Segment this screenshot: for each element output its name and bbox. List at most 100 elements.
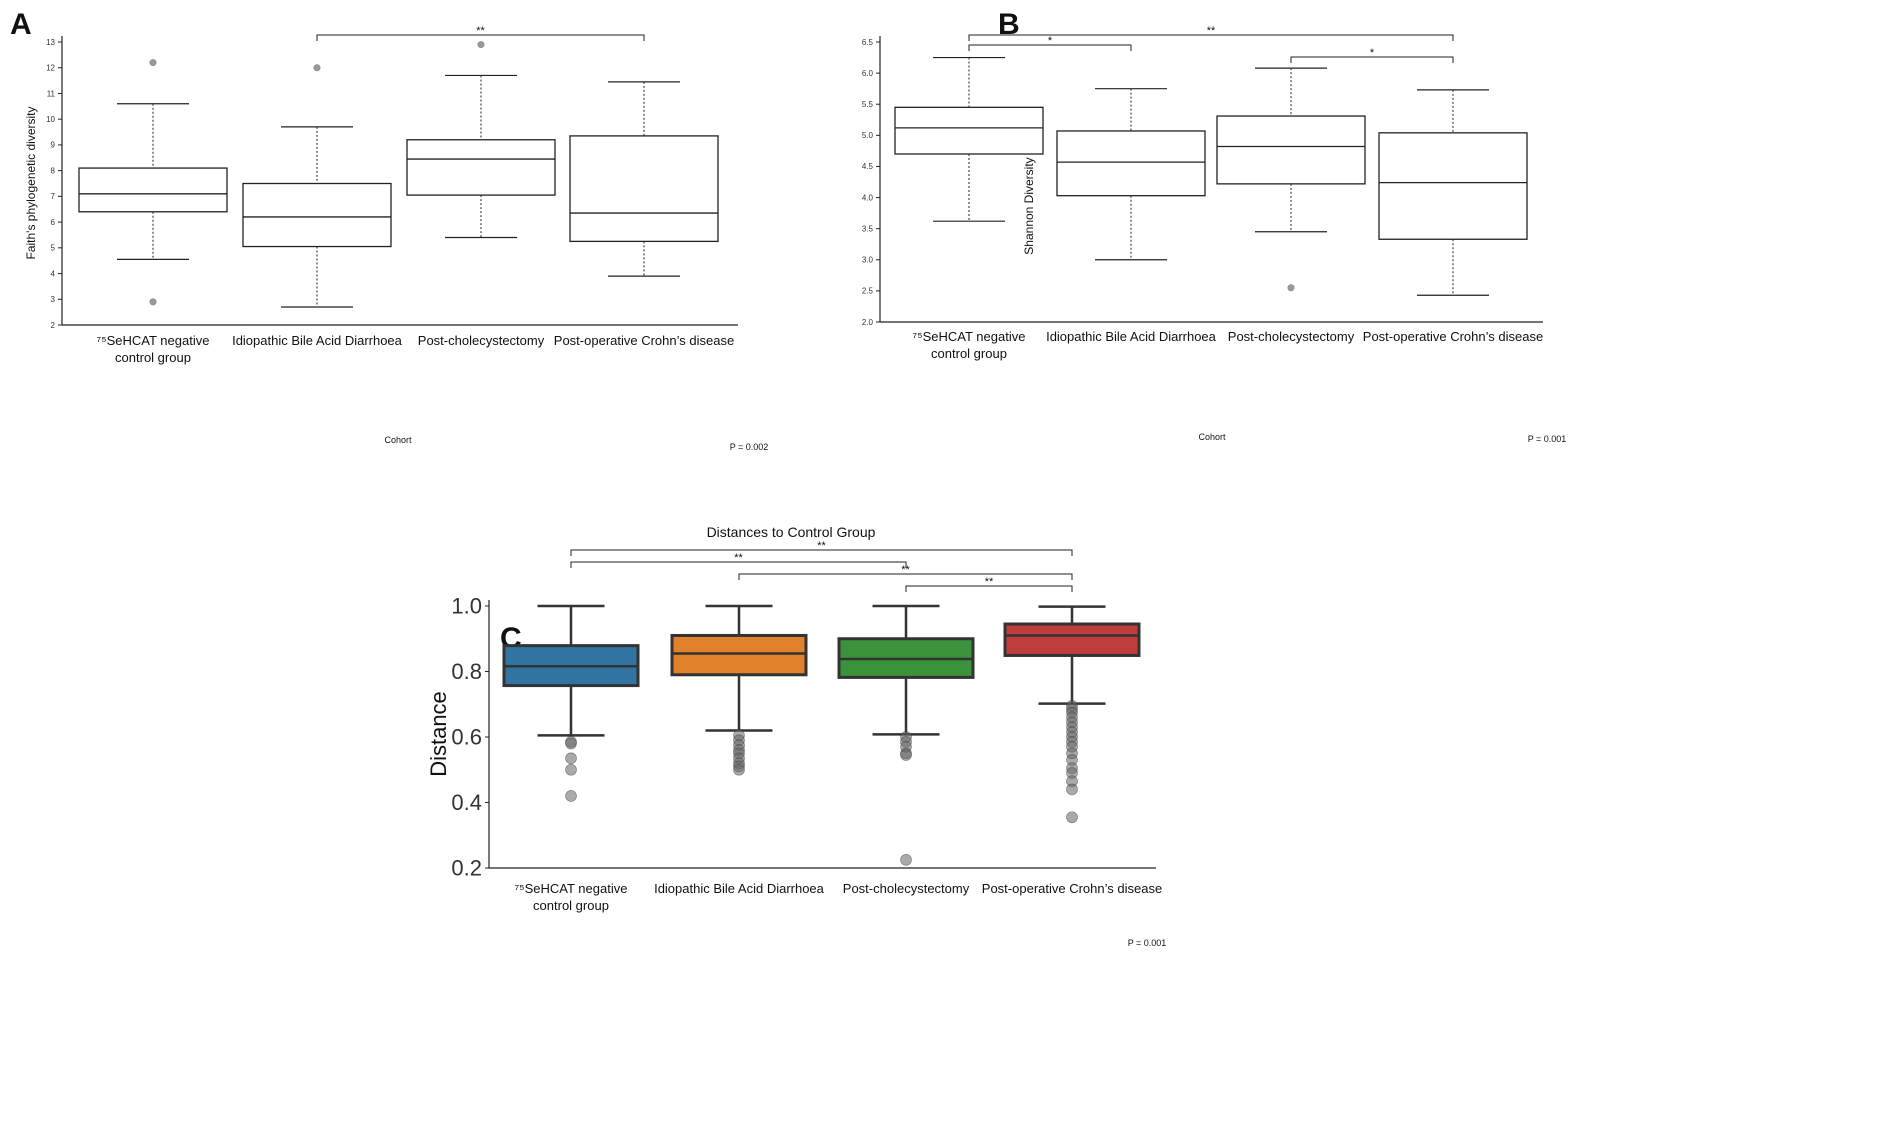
bracket-line xyxy=(968,44,1132,51)
y-tick-label: 5.0 xyxy=(862,131,874,140)
outlier-point xyxy=(1066,811,1078,824)
x-category-label: Post-operative Crohn’s disease xyxy=(554,333,734,348)
significance-bracket: ** xyxy=(570,540,1073,556)
box-3 xyxy=(1216,67,1366,292)
box-iqr xyxy=(242,182,392,248)
box-iqr xyxy=(1056,130,1206,197)
outlier-point xyxy=(1287,284,1295,292)
outlier-point xyxy=(900,749,912,761)
significance-stars: ** xyxy=(817,540,826,552)
y-tick-label: 8 xyxy=(51,166,56,175)
x-category-label: control group xyxy=(115,350,191,365)
box-iqr xyxy=(569,135,719,243)
box-1 xyxy=(78,59,228,306)
outlier-point xyxy=(149,59,157,67)
box-4 xyxy=(1003,605,1141,824)
box-iqr xyxy=(670,633,808,677)
outlier-point xyxy=(565,752,577,765)
box-3 xyxy=(406,41,556,239)
outlier-point xyxy=(565,763,577,776)
x-category-label: Idiopathic Bile Acid Diarrhoea xyxy=(1046,329,1217,344)
y-tick-label: 3.5 xyxy=(862,224,874,233)
panel-label: B xyxy=(998,8,1020,41)
p-value-label: P = 0.001 xyxy=(1128,938,1167,948)
y-tick-label: 0.4 xyxy=(451,790,482,815)
x-category-label: control group xyxy=(533,898,609,913)
bracket-line xyxy=(968,34,1454,41)
x-category-label: Post-cholecystectomy xyxy=(418,333,545,348)
bracket-line xyxy=(316,34,645,41)
box-iqr xyxy=(406,139,556,196)
y-tick-label: 0.2 xyxy=(451,856,482,881)
significance-bracket: ** xyxy=(905,576,1073,592)
significance-stars: ** xyxy=(734,552,743,564)
significance-stars: ** xyxy=(1207,25,1216,37)
outlier-point xyxy=(733,763,745,776)
significance-bracket: ** xyxy=(968,25,1454,41)
y-axis-label: Distance xyxy=(426,691,451,777)
outlier-point xyxy=(565,790,577,802)
bracket-line xyxy=(570,561,907,568)
y-axis-label: Faith's phylogenetic diversity xyxy=(24,106,38,259)
significance-stars: ** xyxy=(985,576,994,588)
panel-label: A xyxy=(10,8,32,41)
x-category-label: ⁷⁵SeHCAT negative xyxy=(913,329,1026,344)
y-tick-label: 6 xyxy=(51,218,56,227)
p-value-label: P = 0.001 xyxy=(1528,434,1567,444)
outlier-point xyxy=(313,64,321,72)
y-tick-label: 4.5 xyxy=(862,162,874,171)
y-tick-label: 12 xyxy=(46,64,55,73)
y-tick-label: 10 xyxy=(46,115,55,124)
box-iqr xyxy=(1216,115,1366,185)
x-category-label: Idiopathic Bile Acid Diarrhoea xyxy=(232,333,403,348)
significance-stars: * xyxy=(1048,35,1053,47)
y-tick-label: 2.0 xyxy=(862,318,874,327)
significance-bracket: ** xyxy=(570,552,907,568)
significance-bracket: * xyxy=(1290,47,1454,63)
y-tick-label: 0.8 xyxy=(451,659,482,684)
y-tick-label: 5.5 xyxy=(862,100,874,109)
box-iqr xyxy=(894,106,1044,155)
bracket-line xyxy=(1290,56,1454,63)
y-tick-label: 4.0 xyxy=(862,193,874,202)
box-2 xyxy=(1056,88,1206,261)
x-axis-label: Cohort xyxy=(1198,432,1226,442)
x-axis-label: Cohort xyxy=(384,435,412,445)
y-tick-label: 2 xyxy=(51,321,56,330)
outlier-point xyxy=(1066,783,1078,796)
significance-stars: * xyxy=(1370,47,1375,59)
y-axis-label: Shannon Diversity xyxy=(1022,157,1036,254)
significance-bracket: ** xyxy=(316,25,645,41)
bracket-line xyxy=(905,585,1073,592)
box-4 xyxy=(569,81,719,277)
outlier-point xyxy=(477,41,485,49)
y-tick-label: 1.0 xyxy=(451,594,482,619)
y-tick-label: 11 xyxy=(47,89,56,98)
y-tick-label: 13 xyxy=(46,38,55,47)
significance-bracket: * xyxy=(968,35,1132,51)
x-category-label: ⁷⁵SeHCAT negative xyxy=(515,881,628,896)
chart-title: Distances to Control Group xyxy=(707,524,876,540)
y-tick-label: 9 xyxy=(51,141,56,150)
significance-stars: ** xyxy=(901,564,910,576)
significance-stars: ** xyxy=(476,25,485,37)
x-category-label: Post-cholecystectomy xyxy=(1228,329,1355,344)
y-tick-label: 4 xyxy=(51,269,56,278)
box-3 xyxy=(837,604,975,866)
y-tick-label: 5 xyxy=(51,244,56,253)
y-tick-label: 6.0 xyxy=(862,69,874,78)
box-4 xyxy=(1378,89,1528,296)
y-tick-label: 2.5 xyxy=(862,287,874,296)
y-tick-label: 3.0 xyxy=(862,256,874,265)
box-1 xyxy=(894,56,1044,222)
box-1 xyxy=(502,604,640,802)
panel-a: A 2 3 4 5 6 7 8 9 10 11 12 13 Faith's phylogenetic di… xyxy=(10,8,768,452)
bracket-line xyxy=(570,549,1073,556)
x-category-label: Idiopathic Bile Acid Diarrhoea xyxy=(654,881,825,896)
box-2 xyxy=(670,604,808,776)
significance-bracket: ** xyxy=(738,564,1073,580)
outlier-point xyxy=(565,737,577,750)
x-category-label: ⁷⁵SeHCAT negative xyxy=(97,333,210,348)
